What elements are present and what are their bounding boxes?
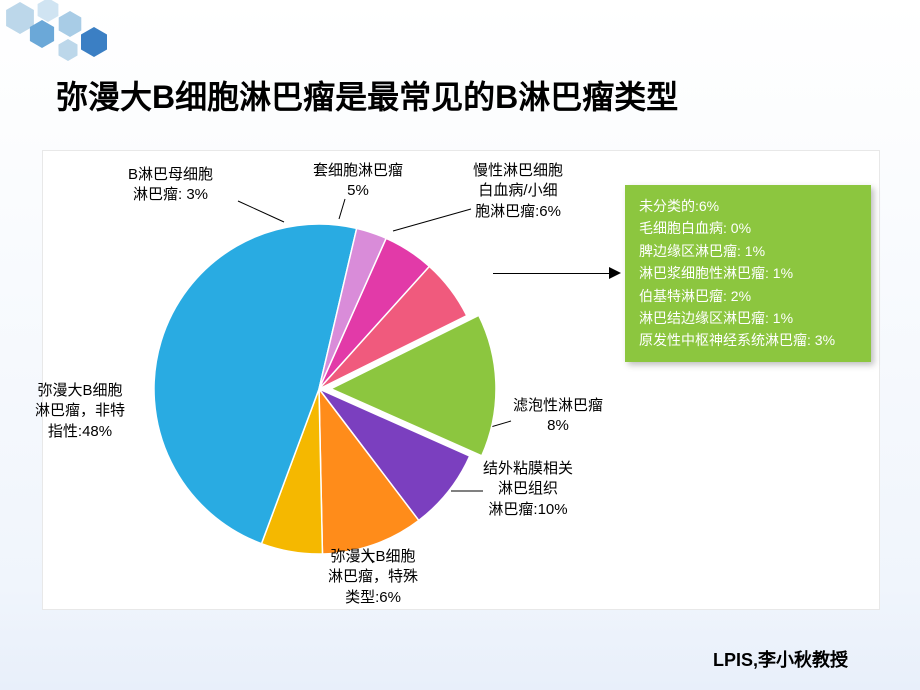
info-line: 毛细胞白血病: 0%	[639, 217, 857, 239]
arrow-shaft	[493, 273, 611, 274]
slice-label-cll_sll: 慢性淋巴细胞 白血病/小细 胞淋巴瘤:6%	[473, 161, 563, 222]
info-line: 淋巴结边缘区淋巴瘤: 1%	[639, 307, 857, 329]
page-title: 弥漫大B细胞淋巴瘤是最常见的B淋巴瘤类型	[56, 72, 678, 118]
info-line: 伯基特淋巴瘤: 2%	[639, 285, 857, 307]
slice-label-dlbcl_spec: 弥漫大B细胞 淋巴瘤，特殊 类型:6%	[328, 547, 418, 608]
info-line: 脾边缘区淋巴瘤: 1%	[639, 240, 857, 262]
slice-label-malt: 结外粘膜相关 淋巴组织 淋巴瘤:10%	[483, 459, 573, 520]
slice-label-follicular: 滤泡性淋巴瘤 8%	[513, 396, 603, 437]
slice-label-mantle: 套细胞淋巴瘤 5%	[313, 161, 403, 202]
credit-text: LPIS,李小秋教授	[713, 646, 848, 672]
slice-label-dlbcl_nos: 弥漫大B细胞 淋巴瘤，非特 指性:48%	[35, 381, 125, 442]
info-line: 未分类的:6%	[639, 195, 857, 217]
info-line: 淋巴浆细胞性淋巴瘤: 1%	[639, 262, 857, 284]
unclassified-info-box: 未分类的:6%毛细胞白血病: 0%脾边缘区淋巴瘤: 1%淋巴浆细胞性淋巴瘤: 1…	[625, 185, 871, 362]
hex-decoration	[0, 0, 180, 70]
info-line: 原发性中枢神经系统淋巴瘤: 3%	[639, 329, 857, 351]
chart-container: 套细胞淋巴瘤 5% 慢性淋巴细胞 白血病/小细 胞淋巴瘤:6% 滤泡性淋巴瘤 8% 结…	[42, 150, 880, 610]
arrow-head-icon	[609, 267, 621, 279]
slice-label-lymphoblast: B淋巴母细胞 淋巴瘤: 3%	[128, 165, 213, 206]
